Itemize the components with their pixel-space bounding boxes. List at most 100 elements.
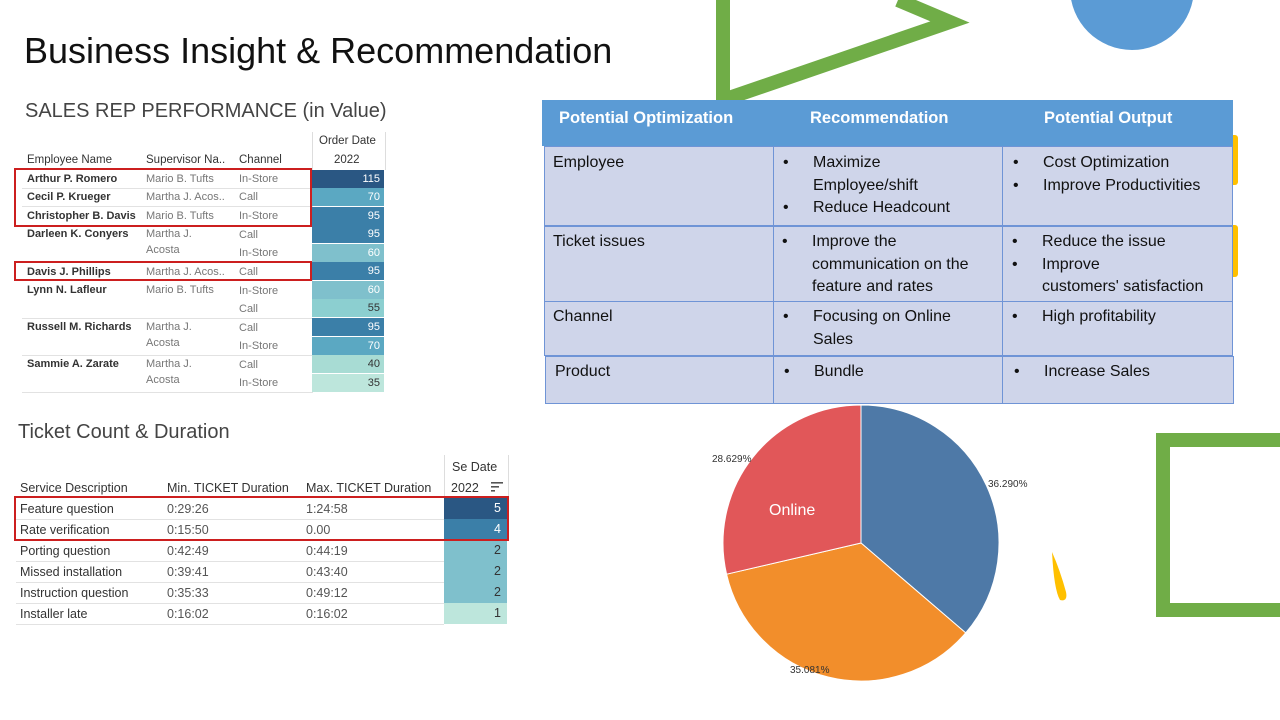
recommendation-table-header: Potential Optimization Recommendation Po…	[542, 100, 1233, 146]
min-duration-header: Min. TICKET Duration	[167, 481, 289, 495]
order-value-cell: 70	[312, 337, 384, 355]
supervisor-header: Supervisor Na..	[146, 154, 226, 166]
recommendation-text: Reduce Headcount	[813, 199, 950, 216]
channel-pie-chart	[722, 404, 1000, 682]
min-duration: 0:15:50	[167, 523, 209, 537]
recommendation-row	[544, 146, 1233, 226]
order-value-cell: 35	[312, 374, 384, 392]
ticket-count-cell: 1	[444, 603, 507, 624]
sales-section-title: SALES REP PERFORMANCE (in Value)	[25, 100, 387, 122]
optimization-area: Channel	[553, 308, 613, 325]
output-text: Improve	[1042, 256, 1100, 273]
max-duration: 0:16:02	[306, 607, 348, 621]
recommendation-row	[545, 356, 1234, 404]
potential-output-header: Potential Output	[1044, 109, 1173, 127]
service-description: Porting question	[20, 544, 111, 558]
ticket-count-cell: 2	[444, 582, 507, 603]
min-duration: 0:39:41	[167, 565, 209, 579]
year-header: 2022	[334, 154, 360, 166]
recommendation-text: feature and rates	[812, 278, 933, 295]
service-description: Feature question	[20, 502, 114, 516]
bullet: •	[784, 363, 790, 380]
ticket-count-cell: 4	[444, 519, 507, 540]
green-square-decoration	[1156, 433, 1280, 617]
min-duration: 0:29:26	[167, 502, 209, 516]
table-row	[22, 188, 313, 207]
table-row	[16, 582, 444, 604]
service-description: Installer late	[20, 607, 88, 621]
column-divider	[773, 146, 774, 404]
supervisor-name: Acosta	[146, 337, 180, 349]
employee-name: Christopher B. Davis	[27, 210, 136, 222]
employee-name-header: Employee Name	[27, 154, 113, 166]
highlight-box	[14, 496, 509, 541]
employee-name: Cecil P. Krueger	[27, 191, 111, 203]
max-duration: 0.00	[306, 523, 331, 537]
order-value-cell: 115	[312, 170, 384, 188]
max-duration: 0:49:12	[306, 586, 348, 600]
pie-percent-label: 36.290%	[988, 479, 1028, 490]
se-date-label: Se Date	[452, 460, 498, 474]
channel-value: Call	[239, 322, 258, 334]
max-duration-header: Max. TICKET Duration	[306, 481, 432, 495]
order-value-cell: 95	[312, 225, 384, 243]
employee-name: Lynn N. Lafleur	[27, 284, 107, 296]
channel-value: Call	[239, 359, 258, 371]
max-duration: 0:43:40	[306, 565, 348, 579]
supervisor-name: Martha J.	[146, 321, 192, 333]
supervisor-name: Martha J. Acos..	[146, 266, 225, 278]
max-duration: 1:24:58	[306, 502, 348, 516]
pie-percent-label: 28.629%	[712, 454, 752, 465]
highlight-box	[14, 261, 312, 281]
bullet: •	[1012, 256, 1018, 273]
order-value-cell: 95	[312, 318, 384, 336]
output-text: Improve Productivities	[1043, 177, 1201, 194]
table-row	[16, 603, 444, 625]
bullet: •	[783, 154, 789, 171]
min-duration: 0:16:02	[167, 607, 209, 621]
employee-name: Sammie A. Zarate	[27, 358, 119, 370]
table-row	[16, 540, 444, 562]
ticket-count-cell: 2	[444, 540, 507, 561]
min-duration: 0:35:33	[167, 586, 209, 600]
employee-name: Davis J. Phillips	[27, 266, 111, 278]
bullet: •	[783, 199, 789, 216]
se-date-header	[444, 455, 509, 497]
yellow-drop-decoration	[1052, 552, 1067, 601]
slide-title: Business Insight & Recommendation	[24, 30, 613, 71]
bullet: •	[782, 233, 788, 250]
sort-descending-icon[interactable]	[490, 481, 504, 493]
recommendation-text: Maximize	[813, 154, 881, 171]
supervisor-name: Mario B. Tufts	[146, 284, 214, 296]
recommendation-row	[544, 301, 1233, 356]
output-text: High profitability	[1042, 308, 1156, 325]
table-row	[22, 318, 313, 356]
channel-value: Call	[239, 229, 258, 241]
channel-value: In-Store	[239, 377, 279, 389]
ticket-count-cell: 5	[444, 498, 507, 519]
pie-percent-label: 35.081%	[790, 665, 830, 676]
channel-value: In-Store	[239, 173, 279, 185]
channel-value: In-Store	[239, 285, 279, 297]
recommendation-text: Employee/shift	[813, 177, 918, 194]
channel-header: Channel	[239, 154, 282, 166]
highlight-box	[14, 168, 312, 227]
channel-value: In-Store	[239, 247, 279, 259]
order-value-cell: 95	[312, 262, 384, 280]
bullet: •	[1012, 233, 1018, 250]
bullet: •	[1013, 177, 1019, 194]
recommendation-text: communication on the	[812, 256, 969, 273]
order-value-cell: 95	[312, 207, 384, 225]
optimization-area: Ticket issues	[553, 233, 645, 250]
supervisor-name: Martha J.	[146, 358, 192, 370]
order-value-cell: 55	[312, 299, 384, 317]
employee-name: Arthur P. Romero	[27, 173, 118, 185]
order-value-cell: 40	[312, 355, 384, 373]
sales-value-header	[312, 132, 386, 170]
order-date-header: Order Date	[319, 135, 376, 147]
table-row	[16, 498, 444, 520]
order-value-cell: 60	[312, 281, 384, 299]
pie-slice-label: Online	[769, 502, 816, 519]
bullet: •	[783, 308, 789, 325]
output-text: Increase Sales	[1044, 363, 1150, 380]
